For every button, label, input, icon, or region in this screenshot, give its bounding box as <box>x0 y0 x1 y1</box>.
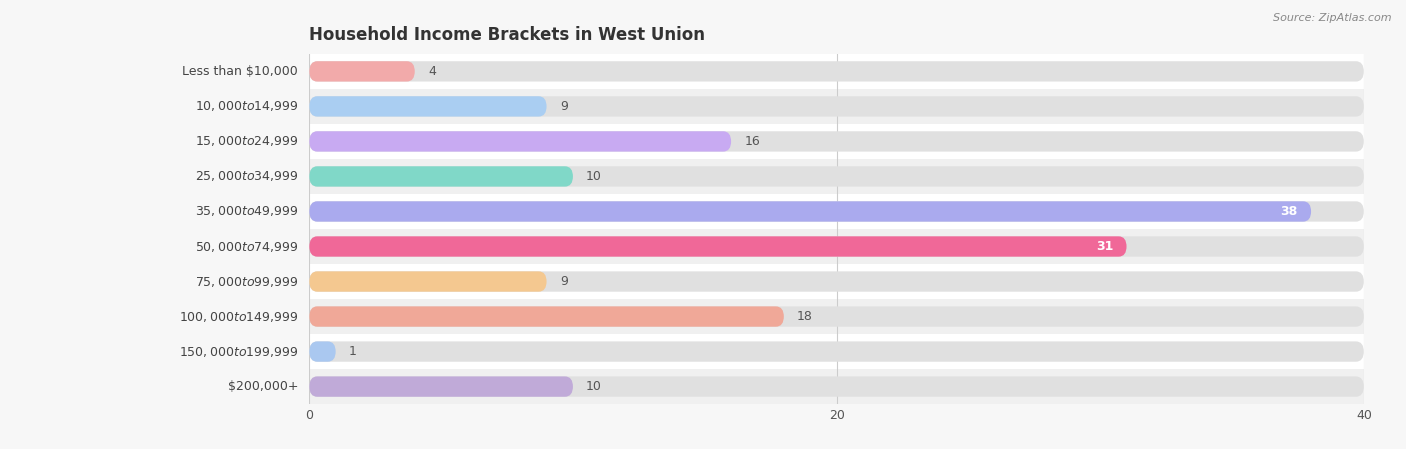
Text: $100,000 to $149,999: $100,000 to $149,999 <box>179 309 298 324</box>
Text: $150,000 to $199,999: $150,000 to $199,999 <box>179 344 298 359</box>
Text: 16: 16 <box>744 135 761 148</box>
FancyBboxPatch shape <box>309 334 1364 369</box>
Text: $50,000 to $74,999: $50,000 to $74,999 <box>194 239 298 254</box>
FancyBboxPatch shape <box>309 306 785 327</box>
Text: 18: 18 <box>797 310 813 323</box>
Text: $35,000 to $49,999: $35,000 to $49,999 <box>194 204 298 219</box>
Text: $15,000 to $24,999: $15,000 to $24,999 <box>194 134 298 149</box>
FancyBboxPatch shape <box>309 159 1364 194</box>
FancyBboxPatch shape <box>309 61 415 82</box>
FancyBboxPatch shape <box>309 166 1364 187</box>
FancyBboxPatch shape <box>309 131 731 152</box>
FancyBboxPatch shape <box>309 271 547 292</box>
Text: Less than $10,000: Less than $10,000 <box>183 65 298 78</box>
FancyBboxPatch shape <box>309 271 1364 292</box>
Text: $200,000+: $200,000+ <box>228 380 298 393</box>
FancyBboxPatch shape <box>309 264 1364 299</box>
Text: $75,000 to $99,999: $75,000 to $99,999 <box>194 274 298 289</box>
FancyBboxPatch shape <box>309 131 1364 152</box>
Text: 10: 10 <box>586 170 602 183</box>
Text: 9: 9 <box>560 275 568 288</box>
Text: 10: 10 <box>586 380 602 393</box>
Text: 4: 4 <box>427 65 436 78</box>
FancyBboxPatch shape <box>309 369 1364 404</box>
FancyBboxPatch shape <box>309 376 574 397</box>
Text: $25,000 to $34,999: $25,000 to $34,999 <box>194 169 298 184</box>
FancyBboxPatch shape <box>309 96 547 117</box>
FancyBboxPatch shape <box>309 299 1364 334</box>
FancyBboxPatch shape <box>309 341 1364 362</box>
FancyBboxPatch shape <box>309 376 1364 397</box>
FancyBboxPatch shape <box>309 54 1364 89</box>
FancyBboxPatch shape <box>309 194 1364 229</box>
Text: $10,000 to $14,999: $10,000 to $14,999 <box>194 99 298 114</box>
FancyBboxPatch shape <box>309 201 1312 222</box>
Text: 31: 31 <box>1097 240 1114 253</box>
FancyBboxPatch shape <box>309 341 336 362</box>
Text: Source: ZipAtlas.com: Source: ZipAtlas.com <box>1274 13 1392 23</box>
FancyBboxPatch shape <box>309 236 1364 257</box>
FancyBboxPatch shape <box>309 124 1364 159</box>
Text: 1: 1 <box>349 345 357 358</box>
Text: Household Income Brackets in West Union: Household Income Brackets in West Union <box>309 26 706 44</box>
Text: 9: 9 <box>560 100 568 113</box>
FancyBboxPatch shape <box>309 61 1364 82</box>
FancyBboxPatch shape <box>309 201 1364 222</box>
FancyBboxPatch shape <box>309 96 1364 117</box>
Text: 38: 38 <box>1281 205 1298 218</box>
FancyBboxPatch shape <box>309 89 1364 124</box>
FancyBboxPatch shape <box>309 306 1364 327</box>
FancyBboxPatch shape <box>309 229 1364 264</box>
FancyBboxPatch shape <box>309 236 1126 257</box>
FancyBboxPatch shape <box>309 166 574 187</box>
